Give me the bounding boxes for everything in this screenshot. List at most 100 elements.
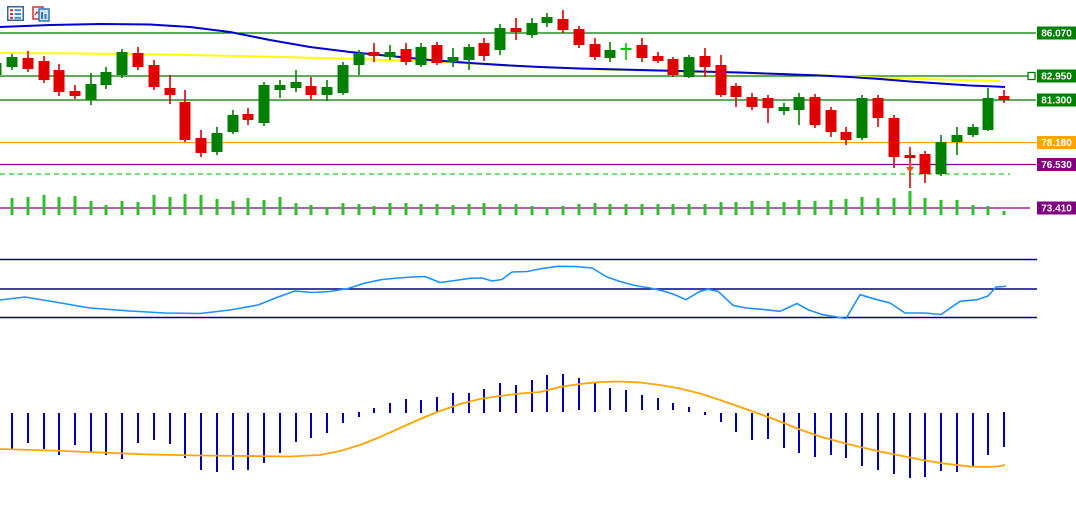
- macd-histogram-bar: [247, 413, 249, 470]
- candle-body: [683, 57, 695, 77]
- candle-body: [715, 65, 727, 95]
- volume-bar: [10, 198, 14, 215]
- volume-bar: [168, 197, 172, 215]
- macd-histogram-bar: [704, 412, 706, 415]
- volume-bar: [372, 206, 376, 215]
- volume-bar: [955, 200, 959, 215]
- macd-histogram-bar: [184, 413, 186, 458]
- candle-body: [478, 43, 490, 56]
- volume-bar: [341, 203, 345, 215]
- data-window-icon[interactable]: [32, 6, 50, 22]
- macd-histogram-bar: [578, 378, 580, 410]
- volume-bar: [152, 195, 156, 215]
- candle-body: [667, 59, 679, 75]
- macd-histogram-bar: [830, 413, 832, 455]
- candle-body: [179, 102, 191, 140]
- candle-body: [53, 70, 65, 92]
- macd-histogram-bar: [279, 413, 281, 453]
- market-watch-icon[interactable]: [7, 6, 25, 22]
- volume-bar: [498, 204, 502, 215]
- candle-body: [447, 57, 459, 62]
- volume-bar: [57, 197, 61, 215]
- candle-body: [274, 85, 286, 90]
- volume-bar: [278, 197, 282, 215]
- candle-body: [494, 28, 506, 50]
- candle-body: [888, 118, 900, 157]
- volume-bar: [231, 201, 235, 215]
- volume-bars: [10, 191, 1006, 215]
- volume-bar: [357, 204, 361, 215]
- macd-histogram-bar: [153, 413, 155, 440]
- macd-histogram-bar: [735, 413, 737, 432]
- candle-body: [840, 132, 852, 140]
- macd-histogram-bar: [861, 413, 863, 466]
- price-label: 76.530: [1041, 160, 1072, 171]
- price-label-box: [1037, 158, 1076, 171]
- candle-body: [132, 53, 144, 67]
- macd-histogram-bar: [783, 413, 785, 448]
- volume-bar: [750, 201, 754, 215]
- candle-body: [872, 98, 884, 118]
- candle-body: [904, 155, 916, 158]
- volume-bar: [514, 204, 518, 215]
- macd-histogram-bar: [389, 403, 391, 413]
- macd-histogram-bar: [594, 383, 596, 412]
- price-label-box: [1037, 93, 1076, 107]
- volume-bar: [215, 199, 219, 215]
- macd-histogram-bar: [609, 388, 611, 410]
- macd-histogram-bar: [11, 413, 13, 450]
- price-label: 86.070: [1041, 29, 1072, 40]
- volume-bar: [451, 205, 455, 215]
- candle-body: [951, 135, 963, 142]
- macd-histogram-bar: [845, 413, 847, 458]
- candle-body: [85, 84, 97, 100]
- candle-body: [337, 65, 349, 93]
- macd-histogram-bar: [987, 413, 989, 455]
- volume-bar: [939, 200, 943, 215]
- macd-histogram-bar: [515, 385, 517, 413]
- volume-bar: [719, 202, 723, 215]
- candle-body: [746, 97, 758, 107]
- volume-bar: [908, 191, 912, 215]
- oscillator-panel: [0, 258, 1037, 320]
- macd-histogram-bar: [893, 413, 895, 474]
- sell-arrow-marker: [906, 163, 914, 173]
- macd-histogram-bar: [452, 393, 454, 413]
- macd-histogram-bar: [373, 408, 375, 413]
- volume-bar: [545, 208, 549, 215]
- macd-histogram-bar: [798, 413, 800, 453]
- candle-body: [919, 154, 931, 174]
- candle-body: [793, 97, 805, 110]
- macd-histogram-bar: [43, 413, 45, 449]
- volume-bar: [577, 204, 581, 215]
- volume-bar: [734, 202, 738, 215]
- candle-body: [825, 110, 837, 132]
- macd-histogram-bar: [216, 413, 218, 472]
- volume-bar: [325, 207, 329, 215]
- macd-panel: [0, 374, 1006, 478]
- candle-body: [431, 45, 443, 63]
- volume-bar: [199, 195, 203, 215]
- macd-histogram-bar: [972, 413, 974, 467]
- candle-body: [164, 88, 176, 95]
- macd-histogram-bar: [405, 399, 407, 413]
- price-label-box: [1037, 201, 1076, 215]
- volume-bar: [42, 195, 46, 215]
- macd-histogram-bar: [562, 374, 564, 412]
- macd-histogram-bar: [468, 393, 470, 413]
- volume-bar: [404, 203, 408, 215]
- volume-bar: [656, 204, 660, 215]
- price-anchor-square: [1027, 71, 1036, 81]
- candle-body: [699, 56, 711, 67]
- candle-body: [998, 96, 1010, 100]
- volume-bar: [26, 197, 30, 215]
- macd-histogram-bar: [877, 413, 879, 470]
- candle-body: [762, 98, 774, 108]
- macd-histogram-bar: [924, 413, 926, 477]
- candle-body: [589, 44, 601, 57]
- candle-body: [116, 52, 128, 75]
- candle-body: [636, 45, 648, 58]
- candle-body: [69, 91, 81, 96]
